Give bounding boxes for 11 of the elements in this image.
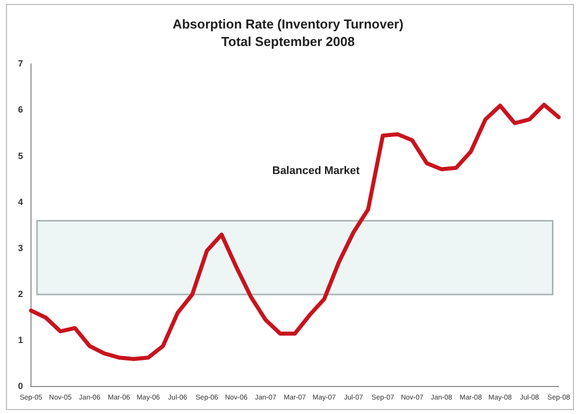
- y-tick-label: 3: [18, 242, 24, 253]
- chart-title: Absorption Rate (Inventory Turnover): [172, 16, 404, 32]
- y-tick-label: 5: [18, 150, 24, 161]
- y-tick-label: 0: [18, 381, 24, 392]
- y-tick-label: 6: [18, 104, 24, 115]
- y-tick-label: 1: [18, 335, 24, 346]
- y-tick-label: 7: [18, 58, 24, 69]
- y-tick-label: 4: [18, 196, 24, 207]
- y-tick-label: 2: [18, 288, 24, 299]
- annotation: Balanced Market: [272, 164, 360, 177]
- chart-subtitle: Total September 2008: [221, 34, 355, 49]
